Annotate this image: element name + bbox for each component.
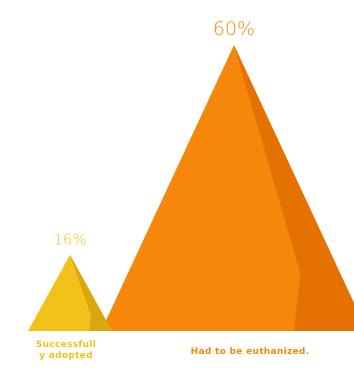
pyramid-facet-adopted [70, 254, 112, 331]
value-label-euthanized: 60% [213, 18, 255, 40]
category-label-adopted: Successfull y adopted [26, 340, 106, 362]
pyramid-facet-euthanized [234, 45, 354, 331]
pyramid-face-euthanized [101, 45, 354, 331]
pyramid-euthanized [101, 45, 354, 331]
pyramid-adopted [28, 254, 112, 331]
category-label-line: Successfull [35, 340, 97, 350]
value-label-adopted: 16% [53, 231, 86, 249]
category-label-euthanized: Had to be euthanized. [190, 347, 310, 357]
category-label-line: y adopted [39, 351, 93, 361]
